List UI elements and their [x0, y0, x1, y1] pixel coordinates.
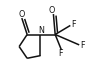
Text: F: F	[80, 41, 85, 50]
Text: O: O	[19, 10, 25, 19]
Text: O: O	[49, 6, 55, 15]
Text: F: F	[71, 20, 76, 29]
Text: F: F	[58, 49, 63, 58]
Text: N: N	[39, 26, 44, 35]
